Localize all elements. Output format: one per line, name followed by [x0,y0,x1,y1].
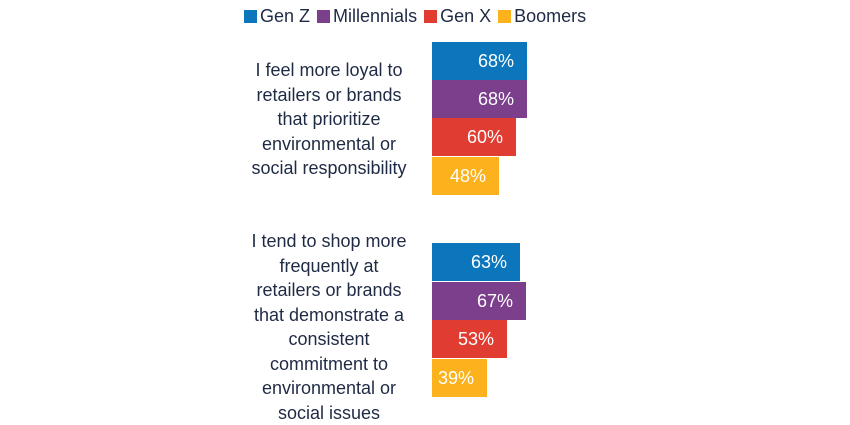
legend-item-gen-x: Gen X [424,6,491,27]
legend-item-millennials: Millennials [317,6,417,27]
legend-swatch-millennials [317,9,331,23]
legend-swatch-boomers [498,9,512,23]
chart-legend: Gen Z Millennials Gen X Boomers [244,4,593,28]
bar-frequency-boomers: 39% [432,359,487,397]
category-label-shop-frequency: I tend to shop more frequently at retail… [251,231,407,423]
legend-label-boomers: Boomers [514,5,587,26]
category-label-loyalty: I feel more loyal to retailers or brands… [251,60,407,178]
legend-label-millennials: Millennials [333,5,418,26]
legend-swatch-gen-x [424,9,438,23]
bar-frequency-gen-x: 53% [432,320,507,358]
legend-label-gen-z: Gen Z [260,5,311,26]
legend-swatch-gen-z [244,9,257,23]
bar-loyalty-boomers: 48% [432,157,499,195]
bar-frequency-gen-z: 63% [432,243,520,281]
legend-label-gen-x: Gen X [440,5,492,26]
bar-loyalty-gen-x: 60% [432,118,516,156]
bar-loyalty-millennials: 68% [432,80,527,118]
legend-item-gen-z: Gen Z [244,6,310,27]
bar-frequency-millennials: 67% [432,282,526,320]
legend-item-boomers: Boomers [498,6,586,27]
bar-loyalty-gen-z: 68% [432,42,527,80]
